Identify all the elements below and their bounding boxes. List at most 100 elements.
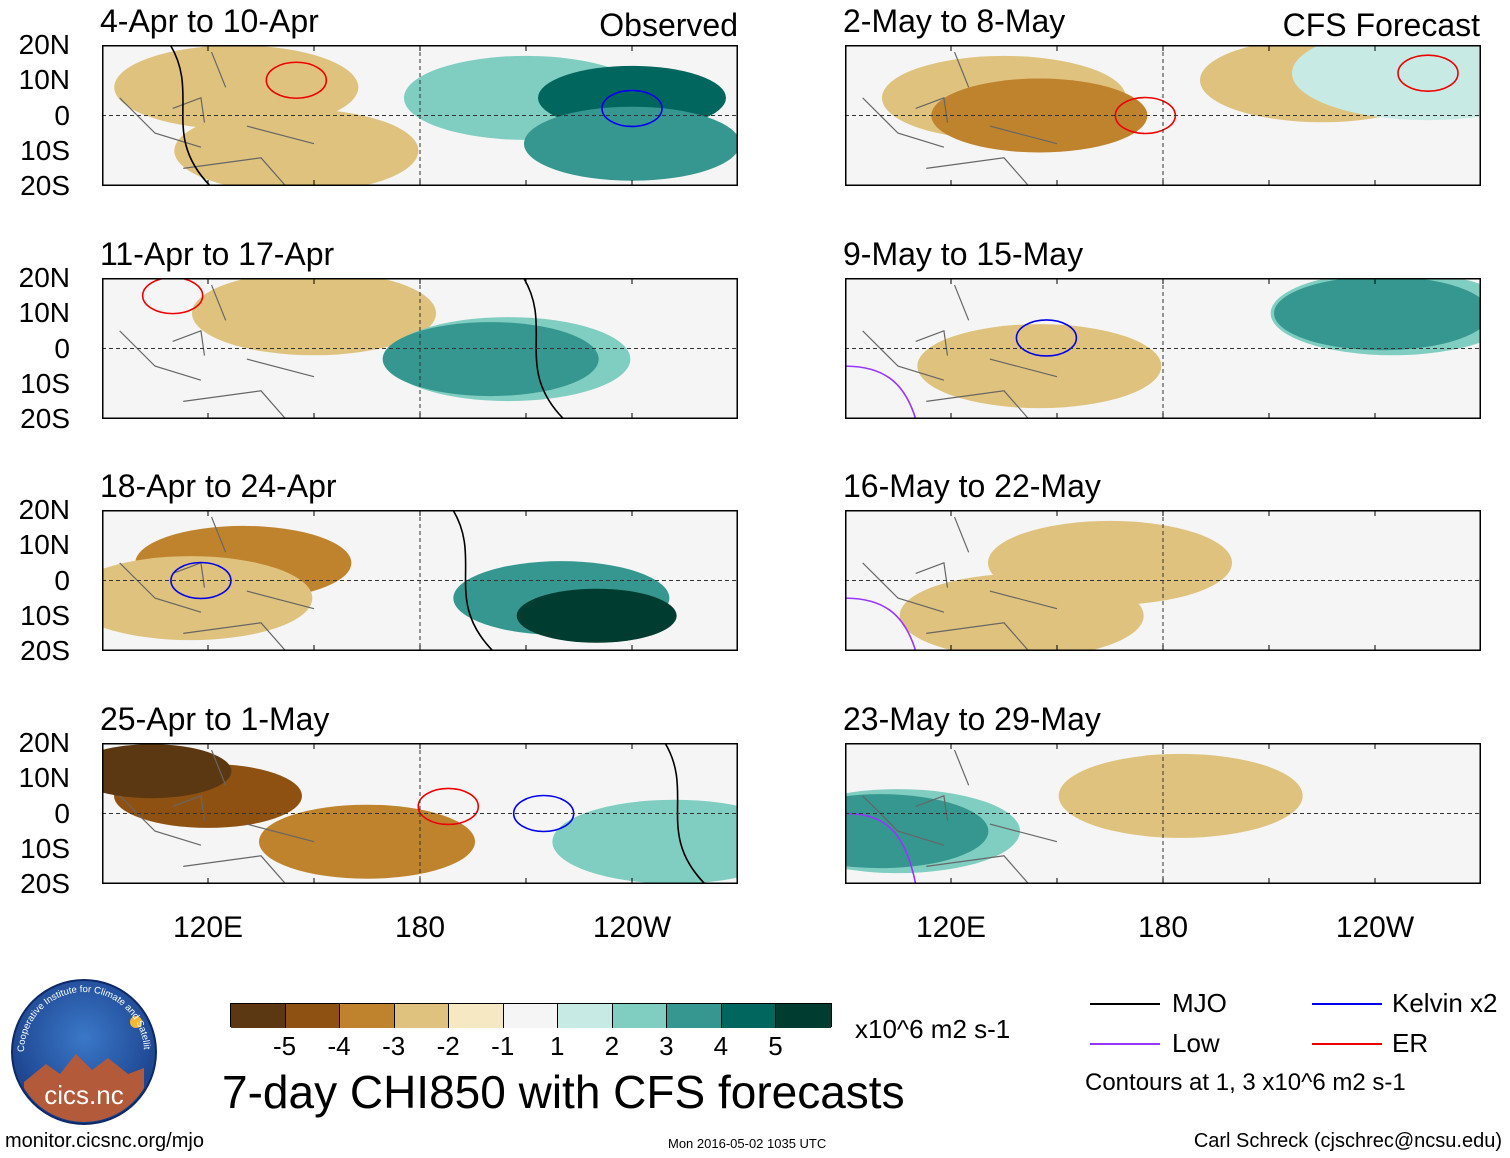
anomaly-blob bbox=[192, 278, 436, 356]
lat-label: 10S bbox=[20, 832, 70, 864]
legend-label-er: ER bbox=[1392, 1028, 1429, 1058]
panel-frame bbox=[102, 510, 738, 651]
contour-low bbox=[845, 365, 917, 419]
chart-panel-fc4 bbox=[845, 743, 1481, 884]
anomaly-blob bbox=[931, 78, 1148, 153]
colorbar-cell bbox=[231, 1004, 286, 1028]
lat-label: 20N bbox=[18, 29, 70, 60]
coastline bbox=[862, 749, 1058, 884]
lat-label: 10N bbox=[18, 762, 70, 794]
colorbar bbox=[230, 1003, 832, 1028]
panel-frame bbox=[845, 743, 1481, 884]
chart-panel-obs2 bbox=[102, 278, 738, 419]
cics-logo: Cooperative Institute for Climate and Sa… bbox=[10, 978, 157, 1125]
lon-label-180-left: 180 bbox=[394, 911, 446, 944]
coastline bbox=[862, 284, 1058, 419]
lat-label: 10N bbox=[18, 297, 70, 329]
coastline bbox=[862, 516, 1058, 651]
panel-title-obs1: 4-Apr to 10-Apr bbox=[100, 3, 319, 39]
colorbar-tick-label: -5 bbox=[272, 1031, 297, 1061]
legend-line-low bbox=[1090, 1043, 1160, 1045]
colorbar-units: x10^6 m2 s-1 bbox=[855, 1014, 1011, 1044]
panel-frame bbox=[102, 45, 738, 186]
coastline bbox=[862, 51, 1058, 186]
contour-low bbox=[845, 597, 917, 651]
legend-label-mjo: MJO bbox=[1172, 988, 1227, 1018]
panel-frame bbox=[845, 510, 1481, 651]
lon-label-120e-right: 120E bbox=[915, 911, 987, 944]
panel-title-obs4: 25-Apr to 1-May bbox=[100, 701, 330, 737]
anomaly-blob bbox=[259, 804, 475, 879]
colorbar-tick-label: -1 bbox=[491, 1031, 515, 1061]
anomaly-blob bbox=[114, 45, 359, 130]
anomaly-blob bbox=[552, 799, 738, 884]
colorbar-cell bbox=[503, 1004, 559, 1028]
panel-frame bbox=[845, 278, 1481, 419]
lat-label: 0 bbox=[54, 797, 70, 829]
lat-label: 10N bbox=[18, 529, 70, 561]
anomaly-blob bbox=[899, 573, 1144, 651]
colorbar-cell bbox=[340, 1004, 395, 1028]
lon-label-120w-left: 120W bbox=[592, 911, 672, 944]
footer-url: monitor.cicsnc.org/mjo bbox=[5, 1130, 204, 1152]
legend-line-kelvin bbox=[1312, 1003, 1382, 1005]
lat-label: 10S bbox=[20, 367, 70, 399]
colorbar-tick-label: 1 bbox=[550, 1031, 565, 1061]
anomaly-blob bbox=[917, 324, 1162, 409]
panel-title-fc4: 23-May to 29-May bbox=[843, 701, 1101, 737]
chart-panel-obs1 bbox=[102, 45, 738, 186]
chart-panel-fc1 bbox=[845, 45, 1481, 186]
anomaly-blob bbox=[1274, 278, 1481, 351]
contour-note: Contours at 1, 3 x10^6 m2 s-1 bbox=[1085, 1069, 1406, 1096]
coastline bbox=[119, 284, 315, 419]
panel-title-obs3: 18-Apr to 24-Apr bbox=[100, 468, 337, 504]
colorbar-cell bbox=[558, 1004, 613, 1028]
lat-label: 10N bbox=[18, 64, 70, 96]
colorbar-cell bbox=[612, 1004, 668, 1028]
colorbar-cell bbox=[449, 1004, 504, 1028]
lat-label: 20S bbox=[20, 635, 70, 666]
contour-kelvin bbox=[601, 89, 663, 128]
contour-er bbox=[417, 787, 480, 826]
colorbar-tick-label: 2 bbox=[604, 1031, 620, 1061]
panel-frame bbox=[102, 278, 738, 419]
contour-er bbox=[141, 278, 204, 315]
footer-author: Carl Schreck (cjschrec@ncsu.edu) bbox=[1193, 1130, 1502, 1152]
anomaly-blob bbox=[845, 794, 989, 869]
colorbar-cell bbox=[776, 1004, 831, 1028]
contour-mjo bbox=[452, 510, 494, 651]
colorbar-tick-label: 3 bbox=[659, 1031, 674, 1061]
lon-label-120w-right: 120W bbox=[1335, 911, 1415, 944]
lat-label: 0 bbox=[54, 332, 70, 364]
colorbar-cell bbox=[285, 1004, 341, 1028]
lat-label: 20S bbox=[20, 170, 70, 201]
contour-er bbox=[1397, 54, 1459, 93]
panel-label-cfs-forecast: CFS Forecast bbox=[1282, 7, 1480, 43]
coastline bbox=[119, 51, 315, 186]
lat-label: 10S bbox=[20, 599, 70, 631]
lat-label: 20N bbox=[18, 494, 70, 525]
chart-panel-fc2 bbox=[845, 278, 1481, 419]
contour-low bbox=[845, 812, 917, 884]
panel-title-fc3: 16-May to 22-May bbox=[843, 468, 1101, 504]
coastline bbox=[119, 749, 315, 884]
lon-label-120e-left: 120E bbox=[172, 911, 244, 944]
anomaly-blob bbox=[102, 744, 232, 799]
panel-frame bbox=[845, 45, 1481, 186]
colorbar-tick-label: 4 bbox=[713, 1031, 729, 1061]
lat-label: 20N bbox=[18, 262, 70, 293]
panel-title-fc1: 2-May to 8-May bbox=[843, 3, 1066, 39]
legend-line-mjo bbox=[1090, 1003, 1160, 1005]
lat-label: 0 bbox=[54, 564, 70, 596]
legend-label-low: Low bbox=[1172, 1028, 1220, 1058]
legend-label-kelvin: Kelvin x2 bbox=[1392, 988, 1498, 1018]
panel-label-observed: Observed bbox=[599, 7, 738, 43]
chart-panel-fc3 bbox=[845, 510, 1481, 651]
logo-text: cics.nc bbox=[44, 1080, 123, 1110]
panel-title-fc2: 9-May to 15-May bbox=[843, 236, 1084, 272]
lat-label: 10S bbox=[20, 134, 70, 166]
lat-label: 20S bbox=[20, 868, 70, 899]
colorbar-cell bbox=[394, 1004, 450, 1028]
panel-title-obs2: 11-Apr to 17-Apr bbox=[100, 236, 335, 272]
lat-label: 20N bbox=[18, 727, 70, 758]
